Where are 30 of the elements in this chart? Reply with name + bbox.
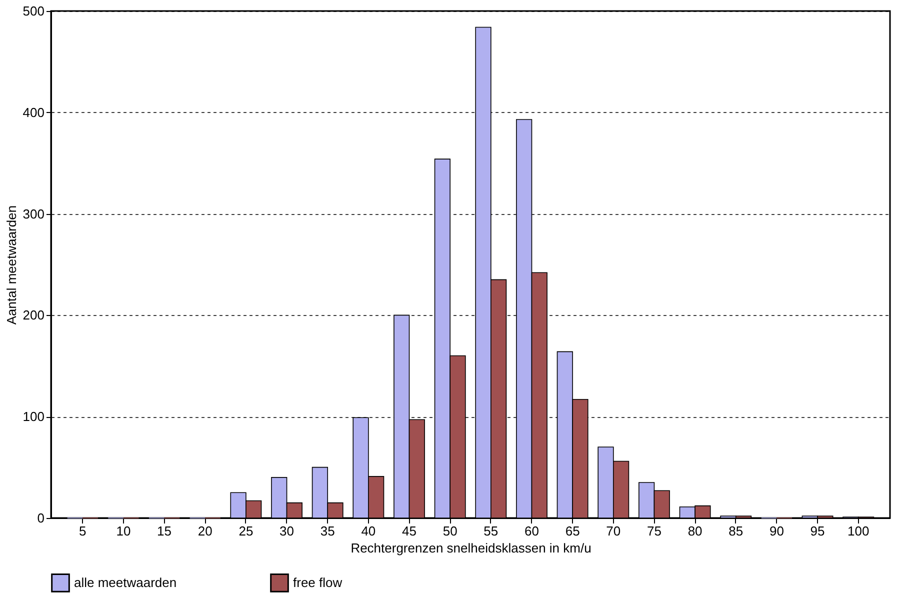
x-tick-label: 45 [402, 524, 416, 538]
x-tick-label: 55 [484, 524, 498, 538]
x-tick-label: 85 [728, 524, 744, 538]
x-tick-label: 10 [116, 524, 131, 538]
x-tick-label: 50 [442, 524, 458, 538]
x-tick-label: 70 [606, 524, 621, 538]
x-tick-label: 5 [79, 524, 86, 538]
y-tick-label: 300 [22, 206, 44, 222]
x-tick-label: 60 [524, 524, 539, 538]
y-tick-label: 200 [22, 308, 44, 323]
x-tick-label: 30 [280, 524, 294, 538]
x-tick-label: 40 [361, 524, 376, 538]
y-axis-title: Aantal meetwaarden [4, 205, 19, 325]
x-tick-label: 75 [646, 524, 662, 538]
x-tick-label: 20 [198, 524, 212, 538]
x-tick-label: 35 [320, 524, 335, 538]
y-tick-label: 0 [37, 510, 44, 526]
x-tick-label: 100 [848, 524, 870, 538]
y-tick-label: 500 [22, 4, 44, 18]
x-tick-label: 90 [769, 524, 784, 538]
x-tick-label: 65 [565, 524, 580, 538]
legend-label: alle meetwaarden [74, 574, 177, 590]
y-tick-label: 400 [22, 104, 44, 120]
x-tick-label: 80 [688, 524, 702, 538]
x-tick-label: 15 [157, 524, 172, 538]
x-axis-title: Rechtergrenzen snelheidsklassen in km/u [350, 540, 592, 556]
legend-label: free flow [293, 574, 343, 590]
x-tick-label: 95 [810, 524, 825, 538]
x-tick-label: 25 [238, 524, 254, 538]
y-tick-label: 100 [22, 409, 44, 424]
